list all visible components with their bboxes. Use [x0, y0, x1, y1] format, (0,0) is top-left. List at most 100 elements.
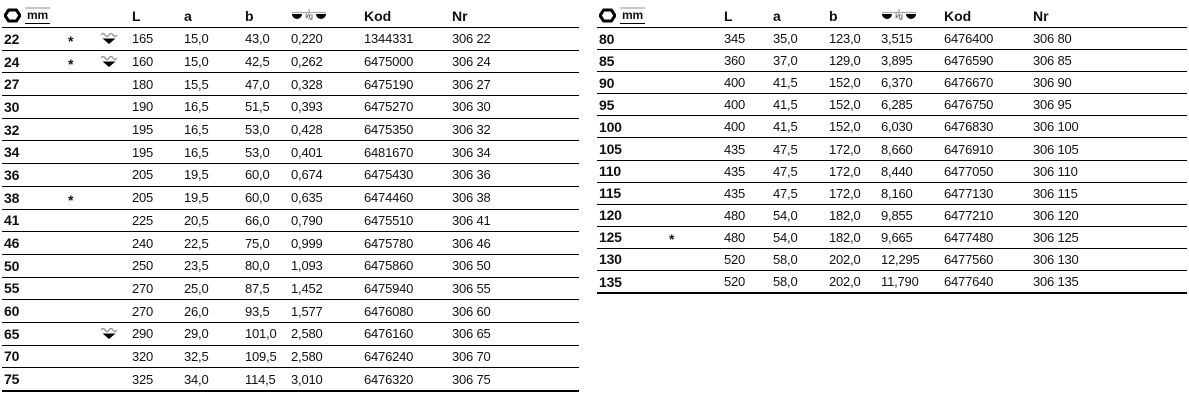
cell-kod: 6477130: [944, 185, 994, 201]
cell-star: [667, 257, 722, 261]
cell-kod: 6476080: [364, 303, 414, 319]
cell-weight: 0,393: [291, 99, 323, 115]
cell-nr: 306 41: [452, 212, 491, 228]
cell-b: 129,0: [829, 53, 861, 69]
cell-weight: 3,010: [291, 371, 323, 387]
table-header-row: mm L a b kg Kod Nr: [2, 4, 579, 28]
cell-b: 53,0: [245, 144, 270, 160]
cell-star: *: [68, 191, 74, 208]
cell-a: 47,5: [773, 185, 798, 201]
cell-weight: 8,660: [881, 141, 913, 157]
cell-size: 95: [599, 96, 615, 113]
cell-length: 270: [132, 303, 154, 319]
column-header-kod: Kod: [944, 7, 972, 24]
cell-size: 110: [599, 163, 621, 180]
table-row: 95 400 41,5 152,0 6,285 6476750 306 95: [597, 94, 1187, 117]
column-header-nr: Nr: [1033, 7, 1049, 24]
cell-nr: 306 36: [452, 167, 491, 183]
table-row: 130 520 58,0 202,0 12,295 6477560 306 13…: [597, 249, 1187, 272]
cell-a: 47,5: [773, 141, 798, 157]
table-row: 125 * 480 54,0 182,0 9,665 6477480 306 1…: [597, 227, 1187, 249]
table-row: 70 320 32,5 109,5 2,580 6476240 306 70: [2, 346, 579, 369]
cell-size: 27: [4, 76, 20, 93]
cell-length: 195: [132, 122, 154, 138]
cell-length: 165: [132, 31, 154, 47]
table-row: 115 435 47,5 172,0 8,160 6477130 306 115: [597, 183, 1187, 205]
cell-kod: 6476590: [944, 53, 994, 69]
cell-weight: 0,790: [291, 212, 323, 228]
cell-kod: 6474460: [364, 190, 414, 206]
cell-kod: 6477640: [944, 274, 994, 290]
cell-nr: 306 130: [1033, 251, 1079, 267]
cell-size: 60: [4, 303, 20, 320]
cell-a: 25,0: [184, 280, 209, 296]
cell-weight: 0,220: [291, 31, 323, 47]
column-header-length: L: [132, 7, 141, 24]
cell-size: 46: [4, 235, 20, 252]
cell-size: 70: [4, 348, 20, 365]
cell-weight: 8,440: [881, 163, 913, 179]
cell-weight: 1,577: [291, 303, 323, 319]
cell-length: 205: [132, 190, 154, 206]
table-row: 120 480 54,0 182,0 9,855 6477210 306 120: [597, 205, 1187, 227]
cell-length: 360: [724, 53, 746, 69]
table-row: 105 435 47,5 172,0 8,660 6476910 306 105: [597, 138, 1187, 161]
cell-nr: 306 105: [1033, 141, 1079, 157]
cell-a: 47,5: [773, 163, 798, 179]
cell-a: 19,5: [184, 190, 209, 206]
cell-weight: 8,160: [881, 185, 913, 201]
cell-length: 345: [724, 31, 746, 47]
cell-star: [667, 280, 722, 284]
cell-star: [66, 150, 96, 154]
cell-b: 80,0: [245, 258, 270, 274]
cell-length: 435: [724, 141, 746, 157]
cell-weight: 2,580: [291, 326, 323, 342]
cell-star: [667, 37, 722, 41]
cell-a: 16,5: [184, 144, 209, 160]
scale-kg-icon: kg: [882, 9, 916, 21]
cell-nr: 306 115: [1033, 185, 1078, 201]
cell-weight: 9,855: [881, 207, 913, 223]
cell-kod: 6475000: [364, 54, 414, 70]
cell-nr: 306 120: [1033, 207, 1079, 223]
cell-nr: 306 55: [452, 280, 491, 296]
cell-a: 41,5: [773, 97, 798, 113]
cell-nr: 306 34: [452, 144, 491, 160]
column-header-a: a: [773, 7, 781, 24]
cell-length: 190: [132, 99, 154, 115]
cell-length: 520: [724, 251, 746, 267]
cell-weight: 6,370: [881, 75, 913, 91]
cell-length: 435: [724, 185, 746, 201]
cell-length: 320: [132, 348, 154, 364]
cell-kod: 6475780: [364, 235, 414, 251]
cell-star: *: [68, 55, 74, 72]
table-row: 34 195 16,5 53,0 0,401 6481670 306 34: [2, 141, 579, 165]
cell-star: [66, 332, 96, 336]
cell-a: 26,0: [184, 303, 209, 319]
cell-star: [667, 213, 722, 217]
cell-weight: 0,674: [291, 167, 323, 183]
cell-nr: 306 80: [1033, 31, 1072, 47]
table-row: 85 360 37,0 129,0 3,895 6476590 306 85: [597, 50, 1187, 73]
cell-star: [667, 59, 722, 63]
table-row: 135 520 58,0 202,0 11,790 6477640 306 13…: [597, 271, 1187, 294]
cell-kod: 6476750: [944, 97, 994, 113]
cell-length: 400: [724, 119, 746, 135]
cell-star: [66, 105, 96, 109]
table-row: 46 240 22,5 75,0 0,999 6475780 306 46: [2, 232, 579, 255]
cell-length: 290: [132, 326, 154, 342]
cell-weight: 0,401: [291, 144, 323, 160]
cell-a: 20,5: [184, 212, 209, 228]
cell-weight: 2,580: [291, 348, 323, 364]
cell-star: *: [669, 231, 675, 248]
cell-a: 16,5: [184, 122, 209, 138]
cell-a: 54,0: [773, 207, 798, 223]
cell-size: 105: [599, 141, 622, 158]
cell-nr: 306 70: [452, 348, 491, 364]
table-row: 65 290 29,0 101,0 2,580 6476160 306 65: [2, 323, 579, 346]
table-row: 75 325 34,0 114,5 3,010 6476320 306 75: [2, 368, 579, 391]
cell-stamp: [96, 32, 130, 45]
cell-star: [667, 147, 722, 151]
table-row: 36 205 19,5 60,0 0,674 6475430 306 36: [2, 164, 579, 187]
